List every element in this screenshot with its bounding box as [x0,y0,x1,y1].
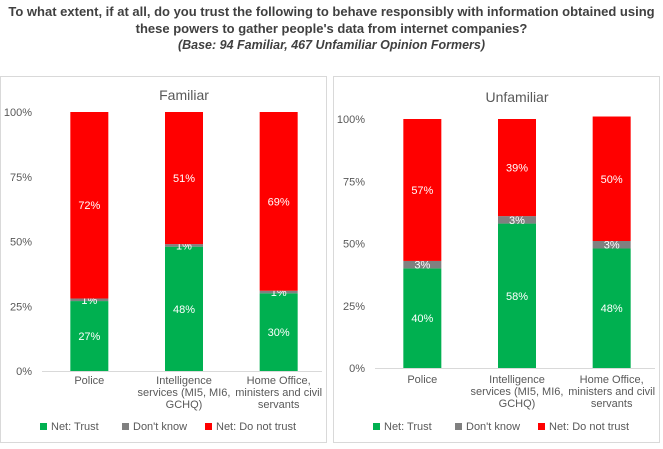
bar-not_trust-1 [403,119,442,261]
category-label-1: Police [74,375,104,387]
legend-swatch-net-do-not-trust [538,423,545,430]
data-label-not_trust-2: 51% [173,173,195,185]
chart-heading: To what extent, if at all, do you trust … [0,3,663,54]
data-label-trust-1: 27% [78,331,100,343]
legend-swatch-net-trust [373,423,380,430]
legend-label-don-t-know: Don't know [133,421,187,433]
bar-not_trust-2 [498,119,536,217]
category-label-line: services (MI5, MI6, [138,387,231,399]
data-label-trust-2: 48% [173,304,195,316]
bar-not_trust-1 [70,112,109,299]
data-label-not_trust-2: 39% [506,163,528,175]
data-label-dont_know-3: 3% [604,240,620,252]
category-label-line: GCHQ) [166,399,203,411]
bar-dont_know-3 [259,290,298,294]
data-label-dont_know-1: 3% [414,260,430,272]
chart-unfamiliar: Unfamiliar 0% 25% 50% 75% 100% 40% 3% 57% Police 5… [333,76,660,443]
legend-label-net-trust: Net: Trust [51,421,99,433]
bar-trust-3 [259,293,298,371]
title-line-2: these powers to gather people's data fro… [135,21,528,36]
category-label-line: ministers and civil [235,387,322,399]
category-label-line: services (MI5, MI6, [471,386,564,398]
bar-not_trust-3 [259,112,298,291]
bar-trust-1 [403,268,442,368]
data-label-dont_know-2: 3% [509,215,525,227]
data-label-not_trust-3: 50% [601,174,623,186]
category-label-line: Intelligence [489,374,545,386]
bar-trust-2 [498,223,536,368]
data-label-trust-2: 58% [506,291,528,303]
legend-label-net-do-not-trust: Net: Do not trust [216,421,296,433]
bar-dont_know-2 [498,216,536,224]
category-label-line: ministers and civil [568,386,655,398]
bar-trust-3 [592,248,631,368]
category-label-line: Home Office, [247,375,311,387]
bar-dont_know-1 [70,298,109,302]
category-label-line: GCHQ) [499,398,536,410]
category-label-line: servants [258,399,300,411]
y-tick-label: 75% [10,172,32,184]
bar-not_trust-3 [592,116,631,242]
y-tick-label: 0% [16,366,32,378]
y-tick-label: 100% [4,107,32,119]
data-label-trust-1: 40% [411,313,433,325]
category-label-3: Home Office, ministers and civil servants [235,375,322,411]
base-note: (Base: 94 Familiar, 467 Unfamiliar Opini… [177,38,486,52]
bar-dont_know-3 [592,241,631,249]
y-tick-label: 0% [349,363,365,375]
category-label-line: Home Office, [580,374,644,386]
chart-familiar: Familiar0%25%50%75%100%27%1%72%Police48%… [0,76,327,443]
category-label-line: Intelligence [156,375,212,387]
y-tick-label: 75% [343,176,365,188]
y-tick-label: 25% [10,301,32,313]
chart-title: Unfamiliar [485,89,548,105]
category-label-2: Intelligence services (MI5, MI6, GCHQ) [138,375,231,411]
bar-trust-1 [70,301,109,371]
category-label-line: Police [407,374,437,386]
category-label-1: Police [407,374,437,386]
bar-dont_know-1 [403,260,442,269]
title-line-1: To what extent, if at all, do you trust … [8,4,655,19]
legend-swatch-net-trust [40,423,47,430]
legend-label-don-t-know: Don't know [466,421,520,433]
y-tick-label: 100% [337,114,365,126]
legend-label-net-trust: Net: Trust [384,421,432,433]
data-label-trust-3: 30% [268,327,290,339]
y-tick-label: 25% [343,301,365,313]
category-label-line: Police [74,375,104,387]
chart-title: Familiar [159,87,209,103]
legend-label-net-do-not-trust: Net: Do not trust [549,421,629,433]
category-label-line: servants [591,398,633,410]
bar-trust-2 [165,246,203,371]
category-label-3: Home Office, ministers and civil servants [568,374,655,410]
legend-swatch-net-do-not-trust [205,423,212,430]
category-label-2: Intelligence services (MI5, MI6, GCHQ) [471,374,564,410]
data-label-not_trust-1: 72% [78,200,100,212]
bar-not_trust-2 [165,112,203,245]
data-label-not_trust-1: 57% [411,185,433,197]
bar-dont_know-2 [165,244,203,247]
y-tick-label: 50% [10,237,32,249]
data-label-trust-3: 48% [601,303,623,315]
legend-swatch-don-t-know [455,423,462,430]
legend-swatch-don-t-know [122,423,129,430]
data-label-not_trust-3: 69% [268,196,290,208]
y-tick-label: 50% [343,239,365,251]
